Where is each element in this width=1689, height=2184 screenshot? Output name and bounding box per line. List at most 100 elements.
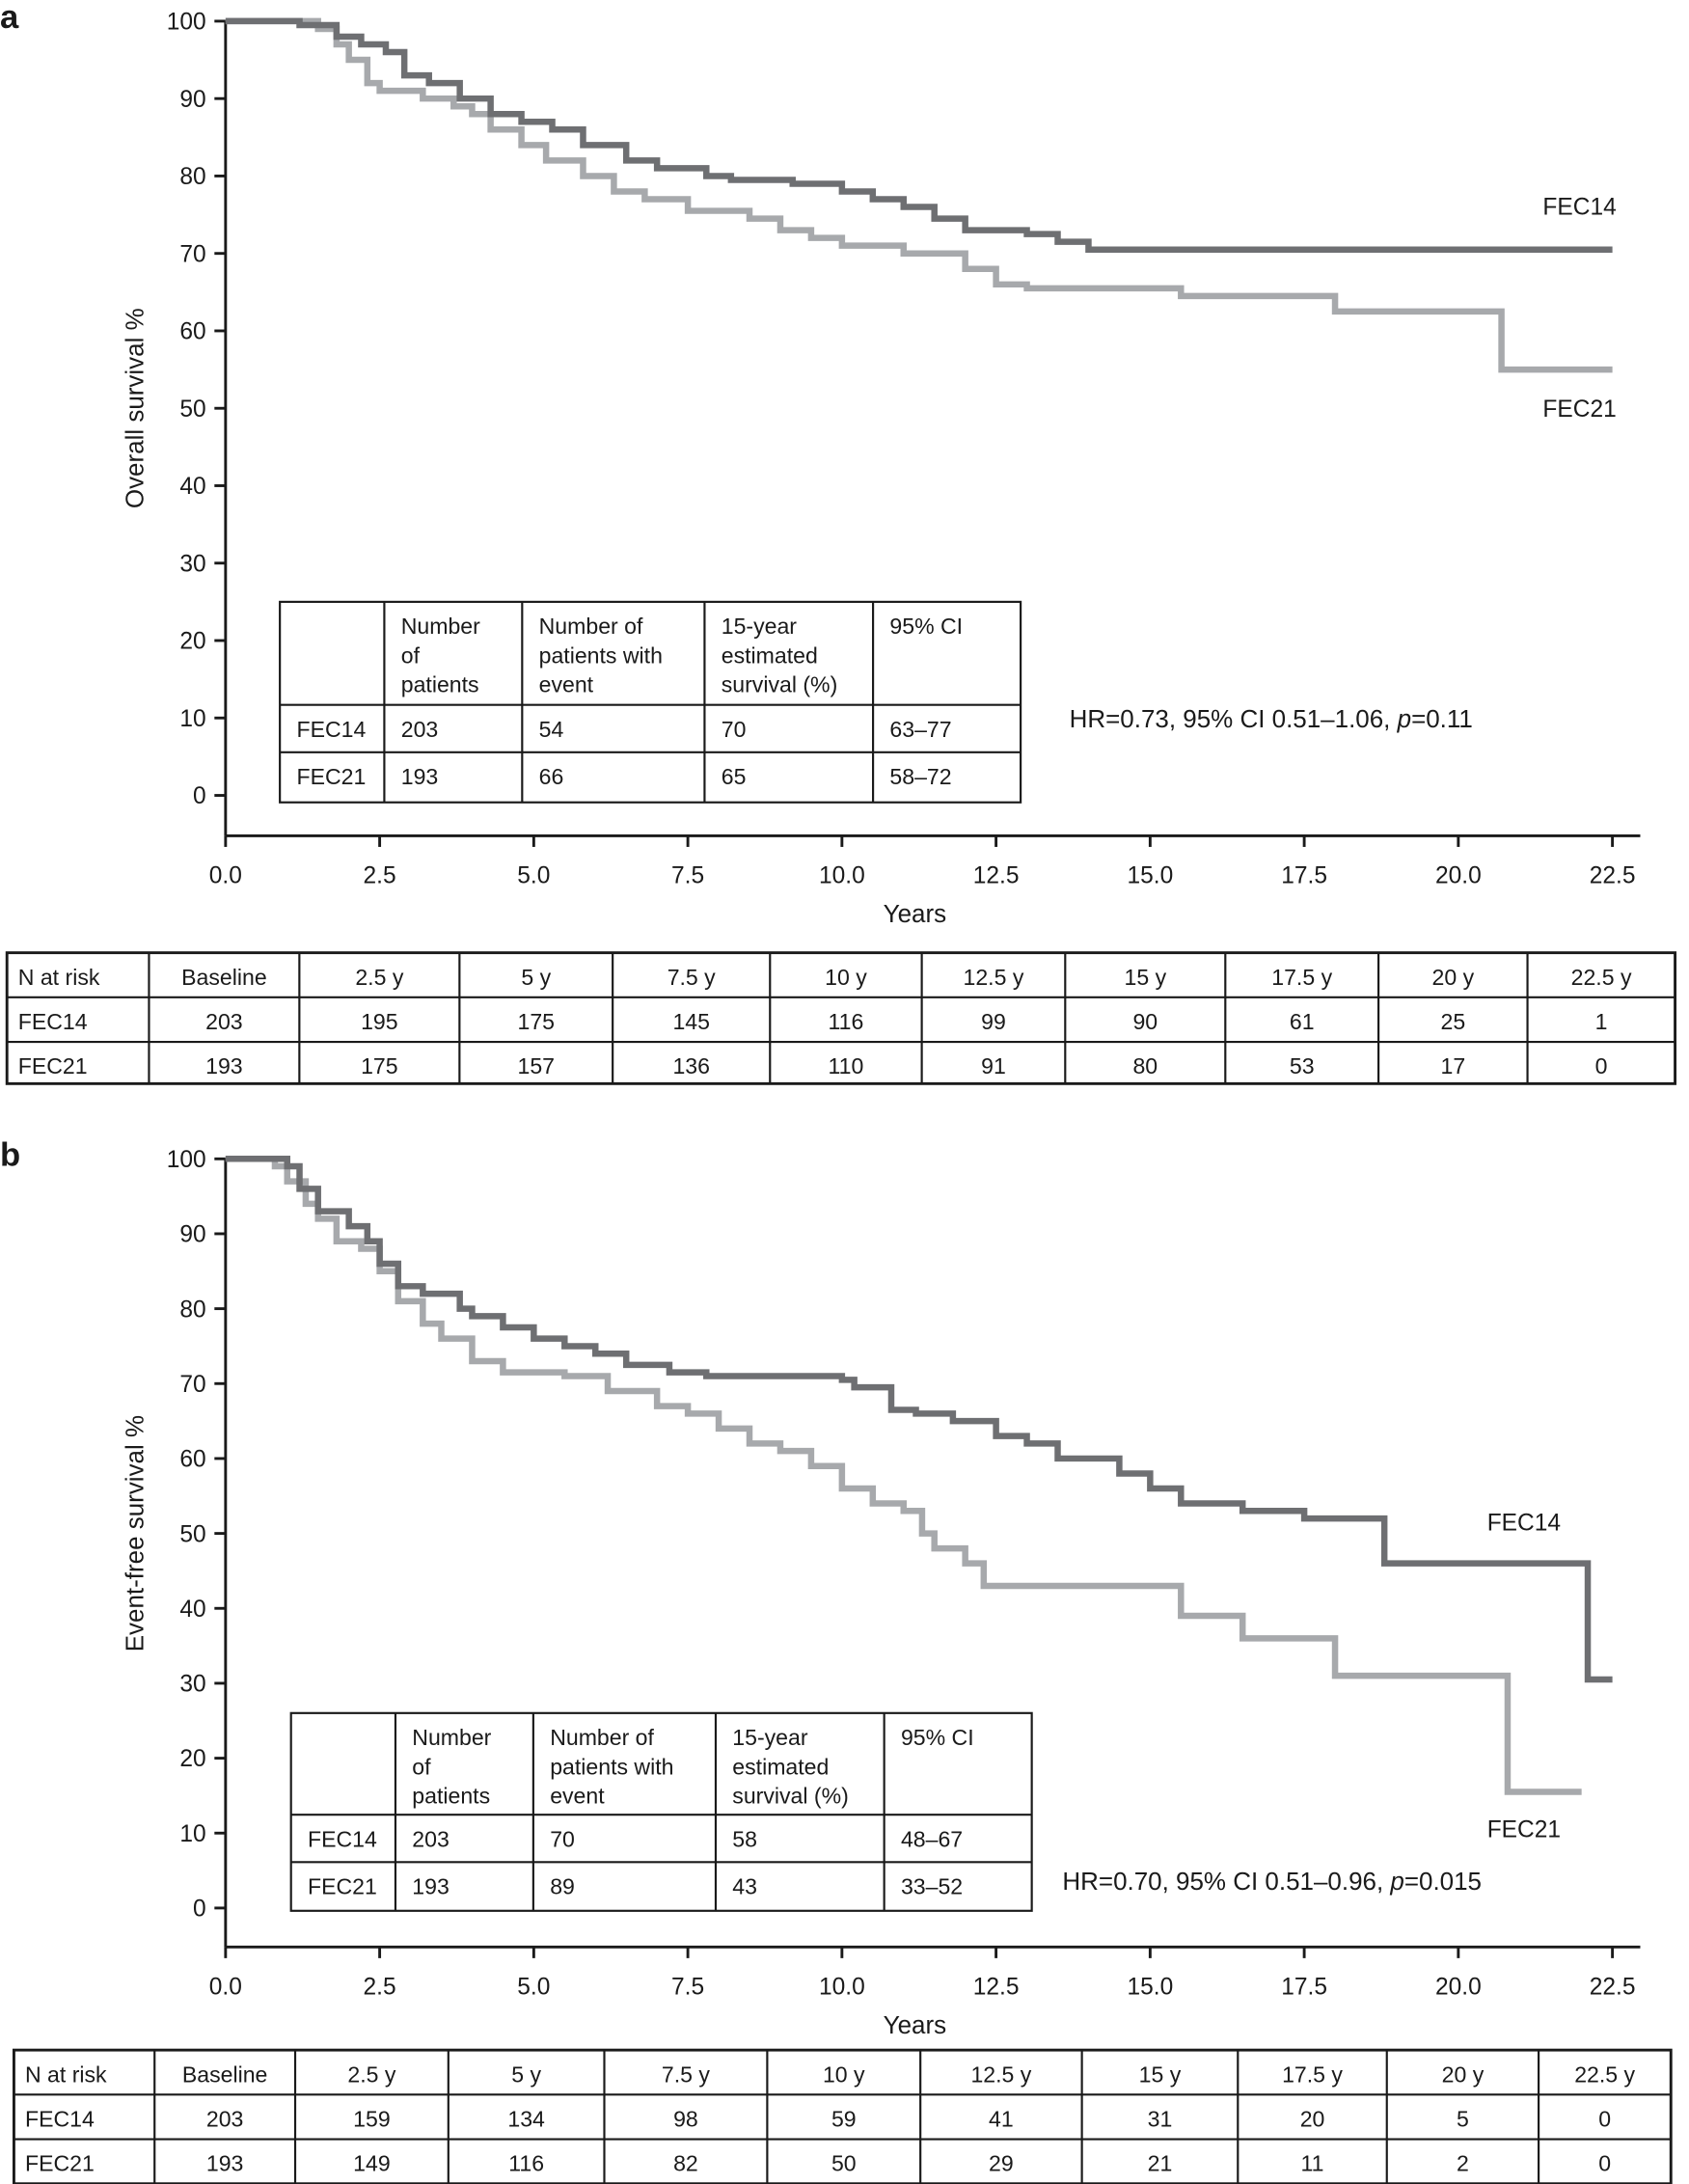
y-tick-label: 100 [167,1147,206,1173]
risk-table-cell: 50 [831,2151,857,2176]
risk-table-cell: 203 [206,2107,244,2132]
risk-table-header: N at risk [18,965,100,990]
inset-table-cell: 65 [722,764,747,789]
inset-table-header: of [401,642,421,668]
risk-table-cell: 21 [1148,2151,1173,2176]
legend-label-fec21: FEC21 [1487,1816,1561,1843]
km-curve-fec14 [225,17,1613,253]
inset-table-header: Number of [550,1725,654,1750]
risk-table-header: 12.5 y [970,2061,1031,2087]
risk-table-cell: 157 [518,1053,556,1078]
risk-table-cell: 90 [1132,1009,1158,1034]
inset-table-cell: 58 [732,1826,757,1851]
hazard-ratio-text: HR=0.70, 95% CI 0.51–0.96, p=0.015 [1062,1867,1482,1896]
y-axis-title: Overall survival % [121,308,150,508]
inset-table-header: estimated [732,1754,829,1779]
y-tick-label: 10 [179,706,205,732]
x-tick-label: 17.5 [1281,1974,1327,2000]
inset-table-cell: 63–77 [889,717,951,742]
x-tick-label: 0.0 [209,1974,242,2000]
risk-table-header: Baseline [182,2061,268,2087]
risk-table-cell: 98 [673,2107,698,2132]
risk-table-cell: 149 [353,2151,391,2176]
inset-table-header: patients with [539,642,663,668]
y-tick-label: 70 [179,1372,205,1398]
risk-table-cell: 2 [1457,2151,1469,2176]
inset-table-cell: 70 [722,717,747,742]
inset-table-border [279,600,1022,804]
risk-table-cell: 99 [981,1009,1006,1034]
risk-table-cell: 5 [1457,2107,1469,2132]
x-tick-label: 7.5 [671,1974,704,2000]
risk-table-header: N at risk [25,2061,107,2087]
x-tick-label: 22.5 [1590,862,1636,888]
y-tick-label: 0 [193,1897,206,1923]
risk-table-header: 20 y [1432,965,1475,990]
risk-table-header: Baseline [181,965,267,990]
x-tick-label: 15.0 [1127,862,1173,888]
risk-table-cell: 116 [829,1009,864,1034]
risk-table-header: 12.5 y [964,965,1024,990]
km-curve-fec14 [225,1156,1613,1683]
inset-table-cell: 193 [412,1873,449,1898]
inset-table-header: patients with [550,1754,673,1779]
y-tick-label: 90 [179,1222,205,1248]
inset-table-cell: 203 [412,1826,449,1851]
risk-table-cell: 145 [672,1009,710,1034]
legend-label-fec14: FEC14 [1542,195,1616,221]
risk-table-header: 22.5 y [1574,2061,1635,2087]
risk-table-header: 10 y [825,965,867,990]
inset-table-cell: FEC21 [296,764,366,789]
x-tick-label: 20.0 [1435,862,1482,888]
y-tick-label: 30 [179,551,205,577]
risk-table-cell: 0 [1598,2151,1611,2176]
x-tick-label: 2.5 [364,862,396,888]
inset-table-header: Number [412,1725,491,1750]
x-tick-label: 12.5 [973,1974,1020,2000]
inset-table-cell: 43 [732,1873,757,1898]
y-tick-label: 60 [179,319,205,345]
x-axis-title: Years [884,899,946,928]
inset-table-header: Number [401,614,480,639]
risk-table-header: 7.5 y [667,965,716,990]
y-tick-label: 70 [179,241,205,267]
x-tick-label: 2.5 [364,1974,396,2000]
inset-table-header: patients [401,672,479,697]
risk-table-cell: 136 [672,1053,710,1078]
x-tick-label: 0.0 [209,862,242,888]
risk-table-cell: FEC14 [25,2107,95,2132]
hazard-ratio-text: HR=0.73, 95% CI 0.51–1.06, p=0.11 [1070,704,1473,733]
inset-table-cell: FEC21 [308,1873,377,1898]
inset-table-cell: 70 [550,1826,575,1851]
risk-table-cell: 61 [1290,1009,1315,1034]
y-tick-label: 50 [179,396,205,423]
inset-table-header: 15-year [732,1725,808,1750]
panel-label: b [0,1137,20,1174]
inset-table-cell: 89 [550,1873,575,1898]
inset-table-header: estimated [722,642,818,668]
x-tick-label: 10.0 [819,862,865,888]
risk-table-cell: 0 [1598,2107,1611,2132]
risk-table-header: 15 y [1124,965,1166,990]
inset-table-cell: FEC14 [308,1826,377,1851]
x-tick-label: 20.0 [1435,1974,1482,2000]
risk-table-header: 10 y [823,2061,865,2087]
risk-table-cell: 41 [989,2107,1014,2132]
inset-table-cell: 54 [539,717,564,742]
inset-table-header: 15-year [722,614,798,639]
y-tick-label: 20 [179,1746,205,1772]
risk-table-header: 15 y [1139,2061,1182,2087]
y-tick-label: 80 [179,1297,205,1323]
inset-table-cell: 203 [401,717,439,742]
inset-table-header: of [412,1754,431,1779]
y-tick-label: 20 [179,629,205,655]
inset-table-cell: 58–72 [889,764,951,789]
x-tick-label: 7.5 [671,862,704,888]
risk-table-cell: 159 [353,2107,391,2132]
inset-table-header: patients [412,1784,490,1809]
risk-table-cell: 53 [1290,1053,1315,1078]
risk-table-header: 2.5 y [347,2061,395,2087]
n-at-risk-table: N at risk Baseline 2.5 y 5 y 7.5 y 10 y 12.5 y… [12,2048,1673,2184]
legend-label-fec21: FEC21 [1542,396,1616,423]
